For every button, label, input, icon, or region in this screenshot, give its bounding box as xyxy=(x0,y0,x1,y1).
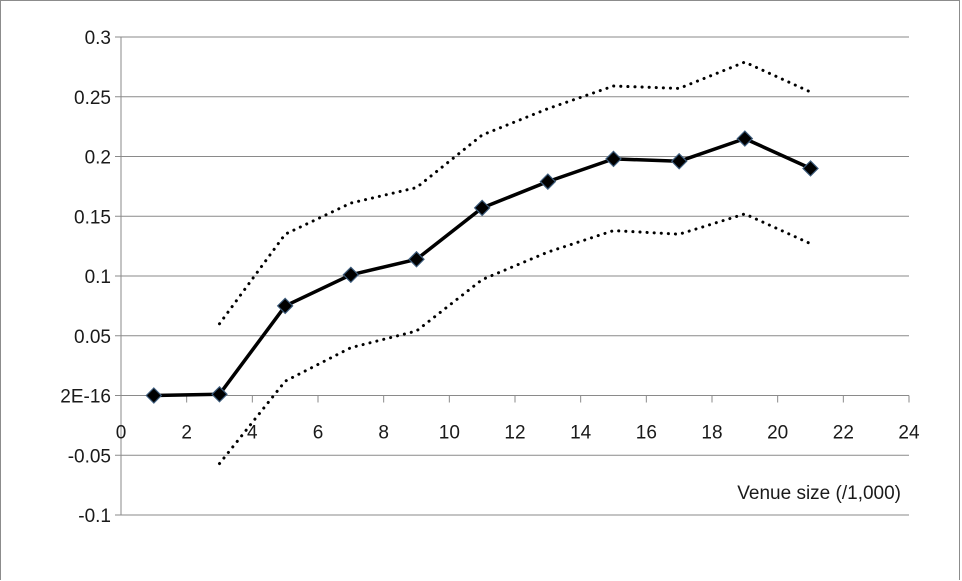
y-tick-label: 0.05 xyxy=(74,327,111,348)
x-tick-label: 6 xyxy=(313,423,324,444)
data-point-marker xyxy=(605,150,622,168)
data-point-marker xyxy=(211,385,228,403)
y-tick-label: -0.1 xyxy=(78,506,111,527)
x-tick-label: 18 xyxy=(701,423,722,444)
data-point-marker xyxy=(276,297,294,315)
data-point-marker xyxy=(539,173,557,190)
axes xyxy=(115,36,910,516)
data-point-marker xyxy=(145,387,163,404)
data-point-marker xyxy=(802,160,819,177)
x-tick-label: 0 xyxy=(116,423,127,444)
y-tick-label: 2E-16 xyxy=(60,387,111,408)
series xyxy=(145,60,819,466)
data-point-marker xyxy=(473,199,491,217)
x-axis-label: Venue size (/1,000) xyxy=(737,483,901,504)
y-tick-label: 0.15 xyxy=(74,207,111,228)
x-tick-label: 12 xyxy=(504,423,525,444)
y-tick-label: 0.2 xyxy=(85,148,111,169)
x-tick-label: 14 xyxy=(570,423,592,444)
x-tick-label: 2 xyxy=(181,423,192,444)
data-point-marker xyxy=(408,250,425,268)
x-tick-label: 10 xyxy=(439,423,460,444)
series-line-upper-bound xyxy=(218,60,812,326)
x-tick-label: 20 xyxy=(767,423,788,444)
data-point-marker xyxy=(736,130,754,147)
x-tick-label: 22 xyxy=(833,423,854,444)
series-line-estimate xyxy=(153,136,812,398)
x-tick-label: 4 xyxy=(247,423,258,444)
y-tick-label: 0.25 xyxy=(74,88,111,109)
x-tick-label: 24 xyxy=(898,423,920,444)
x-tick-label: 16 xyxy=(636,423,657,444)
y-tick-label: 0.1 xyxy=(85,267,111,288)
y-tick-label: -0.05 xyxy=(68,446,111,467)
x-tick-label: 8 xyxy=(378,423,389,444)
series-line-lower-bound xyxy=(218,212,812,466)
data-point-marker xyxy=(670,152,688,170)
y-tick-label: 0.3 xyxy=(85,28,111,49)
data-point-marker xyxy=(342,266,360,284)
